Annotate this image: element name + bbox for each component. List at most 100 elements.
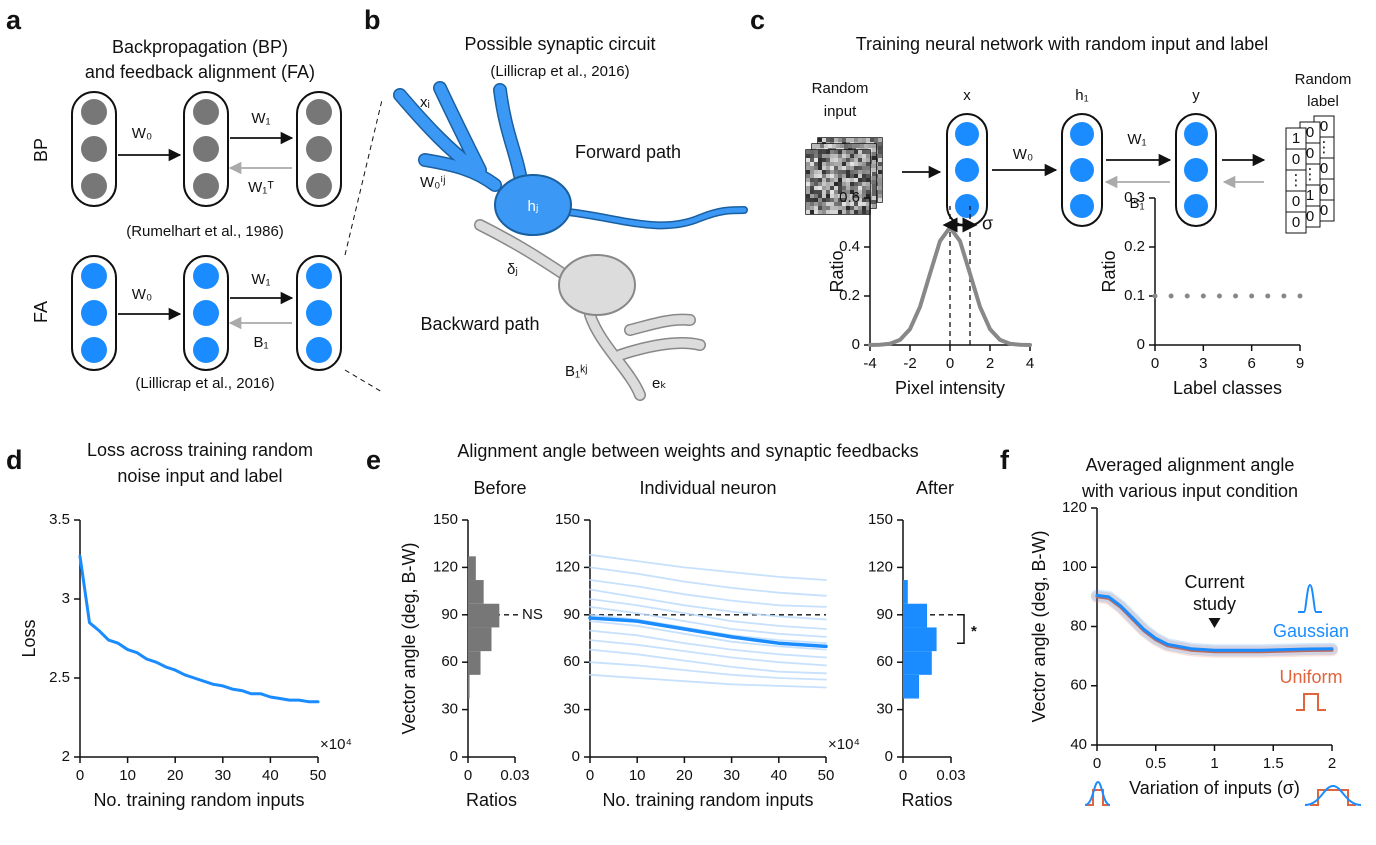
noise-pixel	[842, 162, 846, 166]
noise-pixel	[866, 206, 870, 210]
noise-pixel	[854, 166, 858, 170]
noise-pixel	[866, 182, 870, 186]
noise-pixel	[842, 206, 846, 210]
noise-pixel	[826, 162, 830, 166]
weight-label: W₁	[251, 271, 270, 288]
noise-pixel	[858, 178, 862, 182]
card-digit: 1	[1292, 130, 1300, 147]
card-digit: 1	[1306, 187, 1314, 204]
noise-pixel	[854, 154, 858, 158]
weight-label: W₁	[1127, 131, 1146, 148]
noise-pixel	[866, 158, 870, 162]
x-tick-label: 0	[464, 767, 472, 784]
noise-pixel	[838, 166, 842, 170]
card-digit: 0	[1306, 208, 1314, 225]
panel-letter: b	[364, 5, 381, 35]
noise-pixel	[814, 150, 818, 154]
noise-pixel	[846, 166, 850, 170]
noise-pixel	[828, 144, 832, 148]
x-tick-label: 3	[1199, 355, 1207, 372]
noise-pixel	[810, 170, 814, 174]
noise-pixel	[838, 178, 842, 182]
y-tick-label: 0.3	[1124, 189, 1145, 206]
x-tick-label: 40	[262, 767, 279, 784]
noise-pixel	[830, 182, 834, 186]
x-axis-label: Pixel intensity	[895, 378, 1005, 398]
noise-pixel	[830, 190, 834, 194]
noise-pixel	[846, 162, 850, 166]
noise-pixel	[858, 162, 862, 166]
noise-pixel	[826, 190, 830, 194]
noise-pixel	[866, 138, 870, 142]
neuron-label: eₖ	[652, 375, 667, 392]
noise-pixel	[830, 202, 834, 206]
noise-pixel	[858, 174, 862, 178]
noise-pixel	[814, 186, 818, 190]
x-tick-label: 0	[899, 767, 907, 784]
noise-pixel	[862, 198, 866, 202]
y-tick-label: 2	[62, 748, 70, 765]
noise-pixel	[806, 186, 810, 190]
x-tick-label: 0.03	[500, 767, 529, 784]
noise-pixel	[866, 198, 870, 202]
noise-pixel	[858, 138, 862, 142]
x-tick-label: 4	[1026, 355, 1034, 372]
noise-pixel	[854, 174, 858, 178]
y-tick-label: 0.2	[1124, 238, 1145, 255]
noise-pixel	[818, 198, 822, 202]
noise-pixel	[814, 206, 818, 210]
y-tick-label: 100	[1062, 558, 1087, 575]
noise-pixel	[846, 158, 850, 162]
noise-pixel	[826, 138, 830, 142]
noise-pixel	[842, 194, 846, 198]
noise-pixel	[838, 150, 842, 154]
y-tick-label: 0	[852, 336, 860, 353]
noise-pixel	[872, 180, 876, 184]
weight-label: W₁	[251, 110, 270, 127]
data-line	[589, 598, 827, 630]
y-tick-label: 120	[555, 558, 580, 575]
y-tick-label: 0	[572, 748, 580, 765]
noise-pixel	[872, 196, 876, 200]
noise-pixel	[814, 202, 818, 206]
noise-pixel	[818, 178, 822, 182]
noise-pixel	[850, 202, 854, 206]
x-tick-label: 0	[76, 767, 84, 784]
noise-pixel	[866, 162, 870, 166]
x-tick-label: 0	[586, 767, 594, 784]
card-digit: 0	[1320, 118, 1328, 135]
x-tick-label: 30	[214, 767, 231, 784]
data-line	[589, 579, 827, 608]
noise-pixel	[814, 198, 818, 202]
noise-pixel	[872, 156, 876, 160]
weight-label: W₀	[132, 125, 152, 142]
noise-pixel	[838, 138, 842, 142]
x-tick-label: 2	[1328, 755, 1336, 772]
noise-pixel	[872, 168, 876, 172]
noise-pixel	[858, 186, 862, 190]
noise-pixel	[838, 162, 842, 166]
noise-pixel	[862, 158, 866, 162]
chart-title: Individual neuron	[639, 478, 776, 498]
noise-pixel	[810, 158, 814, 162]
noise-pixel	[806, 190, 810, 194]
noise-pixel	[822, 174, 826, 178]
hist-bar	[903, 651, 932, 675]
legend-label: Uniform	[1279, 667, 1342, 687]
noise-pixel	[826, 170, 830, 174]
noise-pixel	[866, 174, 870, 178]
chart-title: After	[916, 478, 954, 498]
noise-pixel	[806, 150, 810, 154]
noise-pixel	[858, 150, 862, 154]
data-line	[589, 648, 827, 675]
annotation: Current	[1184, 572, 1244, 592]
noise-pixel	[874, 138, 878, 142]
noise-pixel	[822, 154, 826, 158]
data-point	[1184, 293, 1190, 299]
title: and feedback alignment (FA)	[85, 62, 315, 82]
x-tick-label: 10	[119, 767, 136, 784]
noise-pixel	[878, 142, 882, 146]
y-tick-label: 3	[62, 590, 70, 607]
noise-pixel	[854, 182, 858, 186]
